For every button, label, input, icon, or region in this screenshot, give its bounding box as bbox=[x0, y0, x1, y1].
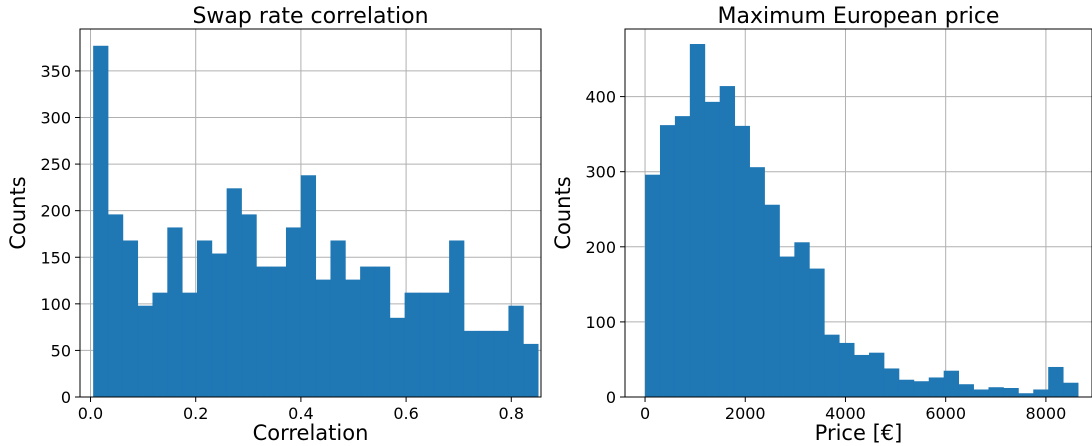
histogram-bar bbox=[943, 370, 960, 397]
histogram-bar bbox=[988, 387, 1004, 397]
histogram-bar bbox=[300, 175, 317, 397]
histogram-bar bbox=[1003, 387, 1019, 397]
y-tick-label: 0 bbox=[61, 388, 71, 407]
histogram-bar bbox=[271, 266, 287, 397]
histogram-bar bbox=[419, 292, 435, 397]
histogram-bar bbox=[869, 352, 885, 397]
histogram-bar bbox=[734, 125, 750, 398]
y-tick-label: 200 bbox=[40, 202, 71, 221]
histogram-bar bbox=[1048, 366, 1064, 397]
histogram-bar bbox=[883, 368, 900, 397]
x-tick-label: 6000 bbox=[925, 404, 966, 423]
histogram-bar bbox=[122, 240, 139, 397]
x-tick-label: 0 bbox=[640, 404, 650, 423]
histogram-bar bbox=[749, 167, 765, 397]
histogram-bar bbox=[196, 240, 213, 397]
histogram-bar bbox=[285, 227, 302, 397]
histogram-bar bbox=[779, 256, 795, 397]
y-tick-label: 50 bbox=[51, 341, 71, 360]
histogram-bar bbox=[345, 279, 361, 397]
y-axis-label: Counts bbox=[6, 176, 30, 249]
price-histogram: 0 2000 4000 6000 8000 0 100 200 300 400 Maximum E… bbox=[551, 4, 1092, 445]
histogram-bar bbox=[493, 330, 509, 397]
x-tick-label: 8000 bbox=[1026, 404, 1067, 423]
histogram-bar bbox=[434, 292, 450, 397]
histogram-bar bbox=[764, 204, 780, 397]
histogram-bar bbox=[374, 266, 391, 397]
histogram-bar bbox=[523, 343, 539, 397]
histogram-bar bbox=[824, 334, 840, 397]
histogram-bar bbox=[107, 214, 124, 397]
histogram-bar bbox=[1018, 393, 1034, 397]
histogram-bar bbox=[226, 188, 242, 397]
y-tick-label: 300 bbox=[585, 163, 616, 182]
histogram-bar bbox=[958, 384, 974, 397]
y-tick-label: 300 bbox=[40, 109, 71, 128]
histogram-bar bbox=[674, 116, 691, 397]
x-axis-label: Price [€] bbox=[815, 421, 903, 445]
histogram-bar bbox=[152, 292, 168, 397]
y-tick-label: 0 bbox=[606, 388, 616, 407]
y-tick-label: 100 bbox=[585, 313, 616, 332]
histogram-bar bbox=[928, 377, 945, 397]
x-tick-label: 0.6 bbox=[393, 404, 418, 423]
histogram-bar bbox=[973, 389, 989, 397]
histogram-bar bbox=[898, 379, 915, 397]
histogram-bar bbox=[854, 354, 870, 397]
histogram-bar bbox=[93, 45, 109, 397]
histogram-bar bbox=[404, 292, 420, 397]
histogram-bar bbox=[839, 342, 855, 397]
histogram-bar bbox=[389, 317, 406, 397]
histogram-bar bbox=[449, 240, 465, 397]
y-tick-label: 250 bbox=[40, 155, 71, 174]
histogram-bar bbox=[463, 330, 480, 397]
chart-title: Swap rate correlation bbox=[192, 4, 428, 29]
histogram-bar bbox=[167, 227, 183, 397]
histogram-bar bbox=[330, 240, 346, 397]
histogram-bar bbox=[137, 305, 153, 397]
y-axis-label: Counts bbox=[551, 176, 575, 249]
y-tick-label: 150 bbox=[40, 248, 71, 267]
plot-frame bbox=[79, 28, 542, 398]
x-tick-label: 0.0 bbox=[78, 404, 103, 423]
histogram-bar bbox=[704, 101, 721, 398]
histogram-bar bbox=[241, 214, 257, 397]
y-tick-label: 400 bbox=[585, 88, 616, 107]
histogram-bar bbox=[913, 381, 930, 397]
x-tick-label: 4000 bbox=[825, 404, 866, 423]
histogram-bar bbox=[645, 174, 661, 397]
histogram-bar bbox=[719, 86, 736, 398]
chart-title: Maximum European price bbox=[718, 4, 1000, 29]
histogram-bar bbox=[508, 305, 524, 397]
histogram-bar bbox=[478, 330, 495, 397]
histogram-bar bbox=[256, 266, 272, 397]
x-tick-label: 2000 bbox=[725, 404, 766, 423]
histogram-bar bbox=[659, 125, 676, 397]
y-tick-label: 350 bbox=[40, 62, 71, 81]
x-tick-label: 0.8 bbox=[499, 404, 524, 423]
x-tick-label: 0.4 bbox=[288, 404, 313, 423]
histogram-bar bbox=[360, 266, 376, 397]
plot-frame bbox=[624, 28, 1092, 398]
histogram-bar bbox=[1063, 382, 1079, 397]
histogram-bar bbox=[809, 268, 825, 397]
correlation-histogram: 0.0 0.2 0.4 0.6 0.8 0 50 100 150 200 250 300 350 Swa… bbox=[6, 4, 542, 445]
histogram-bar bbox=[315, 279, 331, 397]
y-tick-label: 100 bbox=[40, 295, 71, 314]
histogram-bar bbox=[211, 253, 228, 397]
y-tick-label: 200 bbox=[585, 238, 616, 257]
x-tick-label: 0.2 bbox=[183, 404, 208, 423]
histogram-bar bbox=[1033, 389, 1049, 397]
histogram-bar bbox=[182, 292, 198, 397]
histogram-bar bbox=[794, 242, 810, 397]
histogram-bar bbox=[689, 44, 706, 397]
x-axis-label: Correlation bbox=[253, 421, 369, 445]
